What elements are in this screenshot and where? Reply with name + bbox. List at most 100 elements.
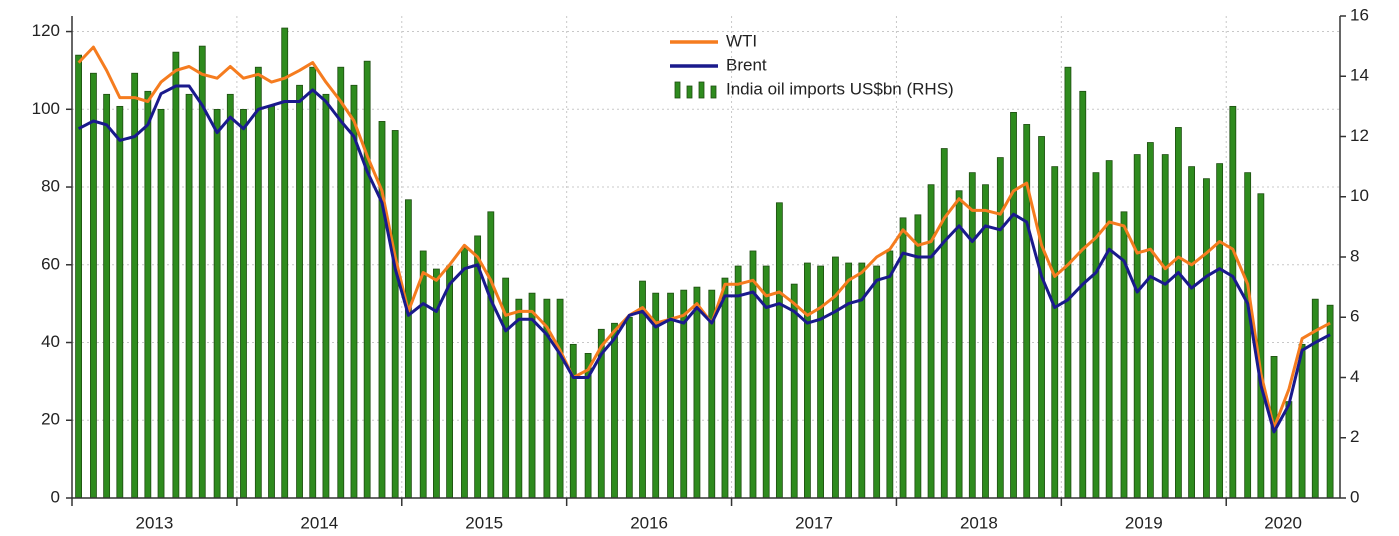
bar: [762, 265, 770, 499]
y2-tick-label: 12: [1350, 126, 1369, 145]
bar: [569, 343, 577, 499]
bar: [1133, 154, 1141, 499]
legend-label: India oil imports US$bn (RHS): [726, 79, 954, 98]
y2-tick-label: 8: [1350, 246, 1359, 265]
bar: [721, 277, 729, 499]
bar: [1298, 343, 1306, 499]
bar: [1146, 142, 1154, 499]
bar: [487, 211, 495, 499]
bar: [474, 235, 482, 499]
bar: [1038, 136, 1045, 499]
x-tick-label: 2016: [630, 513, 668, 532]
bar: [185, 93, 193, 499]
bar: [982, 184, 989, 499]
legend-swatch: [698, 81, 705, 99]
bar: [968, 172, 976, 499]
bar: [927, 184, 935, 499]
bar: [1105, 160, 1113, 499]
bar: [446, 265, 453, 499]
bar: [1023, 124, 1031, 499]
x-tick-label: 2017: [795, 513, 833, 532]
bar: [1120, 211, 1128, 499]
y-tick-label: 60: [41, 254, 60, 273]
bar: [515, 298, 523, 499]
bar: [1216, 163, 1224, 499]
line: [77, 45, 1331, 430]
y2-tick-label: 4: [1350, 367, 1359, 386]
bar: [625, 316, 633, 499]
x-tick-label: 2018: [960, 513, 998, 532]
x-tick-label: 2015: [465, 513, 503, 532]
bar: [75, 54, 82, 499]
bar: [296, 84, 303, 499]
x-tick-label: 2020: [1264, 513, 1302, 532]
bar: [556, 298, 564, 499]
y-tick-label: 40: [41, 332, 60, 351]
bar: [1188, 166, 1195, 499]
bar: [845, 262, 853, 499]
bar: [817, 265, 824, 499]
y-tick-label: 100: [32, 99, 60, 118]
y2-tick-label: 16: [1350, 5, 1369, 24]
y-tick-label: 20: [41, 410, 60, 429]
bar: [1285, 401, 1293, 499]
x-tick-label: 2019: [1125, 513, 1163, 532]
bar: [775, 202, 783, 499]
bar: [157, 108, 165, 499]
bar: [1064, 66, 1072, 499]
legend-swatch: [686, 85, 693, 99]
bar: [749, 250, 757, 499]
bar: [1244, 172, 1252, 499]
bar: [940, 148, 948, 499]
bar: [322, 93, 330, 499]
bar: [1229, 105, 1237, 499]
bar: [1079, 90, 1087, 499]
bar: [873, 265, 881, 499]
bar: [226, 93, 234, 499]
legend-swatch: [674, 81, 681, 99]
bar: [955, 190, 963, 499]
bar: [363, 60, 371, 499]
bar: [419, 250, 427, 499]
y-tick-label: 120: [32, 21, 60, 40]
x-tick-label: 2013: [136, 513, 174, 532]
bar: [1257, 193, 1265, 499]
y-tick-label: 80: [41, 177, 60, 196]
y2-tick-label: 2: [1350, 427, 1359, 446]
bar: [790, 283, 798, 499]
bar: [281, 27, 289, 499]
line: [77, 84, 1331, 434]
bar: [1175, 127, 1182, 499]
y2-tick-label: 10: [1350, 186, 1369, 205]
bar: [350, 84, 358, 499]
y2-tick-label: 14: [1350, 66, 1369, 85]
bar: [1092, 172, 1100, 499]
bar: [116, 105, 124, 499]
y2-tick-label: 6: [1350, 307, 1359, 326]
bar: [528, 292, 536, 499]
bar: [198, 45, 206, 499]
bar: [886, 250, 894, 499]
bar: [240, 108, 247, 499]
bar: [804, 262, 811, 499]
bar: [461, 247, 468, 499]
bar: [433, 268, 440, 499]
bar: [213, 108, 221, 499]
y-tick-label: 0: [51, 487, 60, 506]
bar: [1010, 112, 1017, 499]
bar: [337, 66, 345, 499]
bar: [404, 199, 412, 499]
bar: [391, 130, 399, 499]
bar: [611, 322, 618, 499]
x-tick-label: 2014: [300, 513, 338, 532]
bar: [734, 265, 742, 499]
bar: [90, 72, 97, 499]
bar: [309, 66, 317, 499]
bar: [899, 217, 907, 499]
bar: [254, 66, 262, 499]
bar: [103, 93, 111, 499]
bar: [1203, 178, 1210, 499]
legend-label: WTI: [726, 31, 757, 50]
legend-label: Brent: [726, 55, 767, 74]
